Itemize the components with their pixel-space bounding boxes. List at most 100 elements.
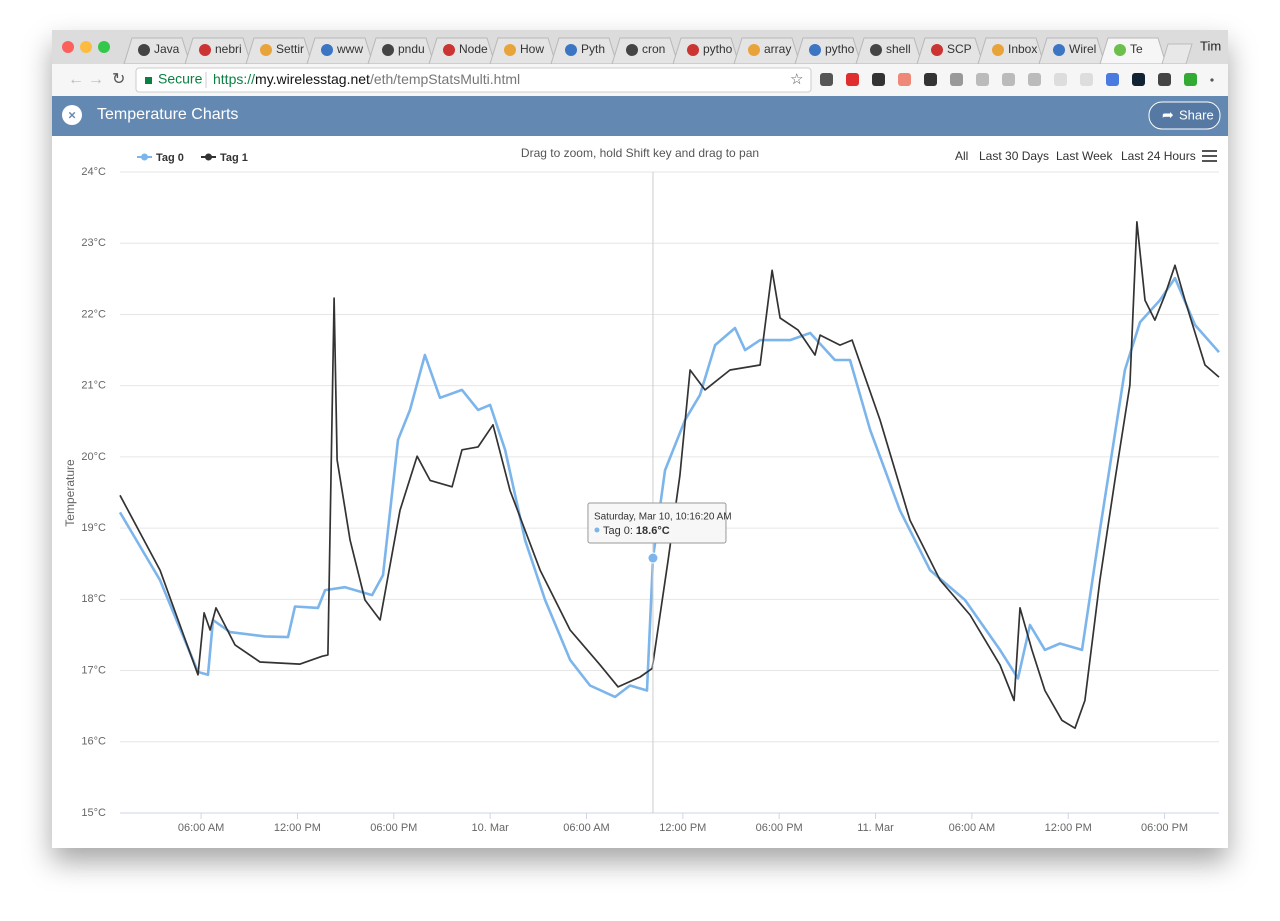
extension-icon[interactable] [872,73,885,86]
extension-icon[interactable] [1002,73,1015,86]
plot: 15°C 16°C 17°C 18°C 19°C 20°C 21°C 22°C 23°C 24°C… [81,152,1220,834]
tab-favicon [443,44,455,56]
tab-favicon [260,44,272,56]
extension-icon[interactable] [1106,73,1119,86]
tab-favicon [931,44,943,56]
extension-icon[interactable] [898,73,911,86]
menu-icon-bar [1202,160,1217,162]
range-buttons: All Last 30 Days Last Week Last 24 Hours [955,149,1196,163]
menu-dots[interactable] [1210,78,1214,82]
tab-title: array [764,42,791,56]
series-line [119,221,1220,730]
extension-icon[interactable] [976,73,989,86]
legend-marker [205,153,212,161]
x-tick-label: 06:00 PM [1141,822,1188,834]
range-button[interactable]: Last 30 Days [979,149,1049,163]
close-button[interactable] [62,105,82,125]
tab-title: Inbox [1008,42,1037,56]
share-button[interactable] [1148,101,1221,130]
zoom-hint: Drag to zoom, hold Shift key and drag to… [521,146,759,160]
tab-title: nebri [215,42,242,56]
range-button[interactable]: Last Week [1056,149,1113,163]
tab-favicon [748,44,760,56]
tooltip [587,502,727,544]
close-window[interactable] [62,41,74,53]
x-tick-label: 10. Mar [471,822,509,834]
bookmark-star[interactable]: ☆ [790,71,803,88]
tooltip-date: Saturday, Mar 10, 10:16:20 AM [594,512,732,523]
y-tick-label: 20°C [81,451,106,463]
url-scheme: https:// [213,71,255,87]
tab-favicon [138,44,150,56]
range-button[interactable]: All [955,149,968,163]
extension-icon[interactable] [1080,73,1093,86]
lock-icon [145,77,152,84]
range-button[interactable]: Last 24 Hours [1121,149,1196,163]
tab-favicon [809,44,821,56]
tab-title: Pyth [581,42,605,56]
share-label: Share [1179,107,1214,122]
legend-marker [141,153,148,161]
series-line [118,276,1220,699]
tab-favicon [321,44,333,56]
y-tick-label: 22°C [81,308,106,320]
back[interactable]: ← [68,71,84,88]
url: https://my.wirelesstag.net/eth/tempStats… [213,71,520,87]
header-title: Temperature Charts [97,106,238,123]
legend-label[interactable]: Tag 1 [220,152,248,164]
extension-icon[interactable] [846,73,859,86]
x-tick-label: 06:00 AM [563,822,609,834]
x-tick-label: 12:00 PM [274,822,321,834]
menu-icon-bar [1202,155,1217,157]
tab-title: Te [1130,42,1143,56]
tab-favicon [687,44,699,56]
tab-title: How [520,42,544,56]
profile[interactable]: Tim [1200,38,1221,53]
extension-icon[interactable] [1132,73,1145,86]
extensions [820,73,1214,86]
tab-title: Java [154,42,180,56]
reload[interactable]: ↻ [112,71,125,88]
y-tick-label: 24°C [81,166,106,178]
tab-favicon [870,44,882,56]
tab-favicon [565,44,577,56]
tab-favicon [1053,44,1065,56]
url-host: my.wirelesstag.net [255,71,370,87]
tab-favicon [1114,44,1126,56]
tab-title: pytho [825,42,855,56]
legend-label[interactable]: Tag 0 [156,152,184,164]
extension-icon[interactable] [1028,73,1041,86]
tab-title: cron [642,42,665,56]
omnibox[interactable] [135,67,812,93]
zoom-window[interactable] [98,41,110,53]
tab-favicon [382,44,394,56]
x-tick-label: 06:00 PM [756,822,803,834]
extension-icon[interactable] [1184,73,1197,86]
y-tick-label: 18°C [81,593,106,605]
y-axis-label: Temperature [63,459,77,527]
extension-icon[interactable] [1054,73,1067,86]
tabs: Java nebri Settir www pndu Node How Pyth cron pyt… [123,37,1193,65]
y-tick-label: 21°C [81,380,106,392]
tooltip-label: Tag 0: [603,525,633,537]
extension-icon[interactable] [1158,73,1171,86]
tooltip-value: Tag 0: 18.6°C [603,525,670,537]
x-tick-label: 06:00 AM [178,822,224,834]
secure-label: Secure [158,71,203,87]
minimize-window[interactable] [80,41,92,53]
y-tick-label: 19°C [81,522,106,534]
extension-icon[interactable] [950,73,963,86]
extension-icon[interactable] [820,73,833,86]
y-tick-label: 16°C [81,736,106,748]
forward[interactable]: → [88,71,104,88]
tooltip-marker [594,527,600,533]
x-tick-label: 12:00 PM [1045,822,1092,834]
extension-icon[interactable] [924,73,937,86]
hover-point [647,552,659,564]
tab-title: Wirel [1069,42,1096,56]
y-tick-label: 17°C [81,664,106,676]
x-tick-label: 06:00 AM [949,822,995,834]
tab-title: SCP [947,42,972,56]
menu-icon[interactable] [1202,150,1217,152]
